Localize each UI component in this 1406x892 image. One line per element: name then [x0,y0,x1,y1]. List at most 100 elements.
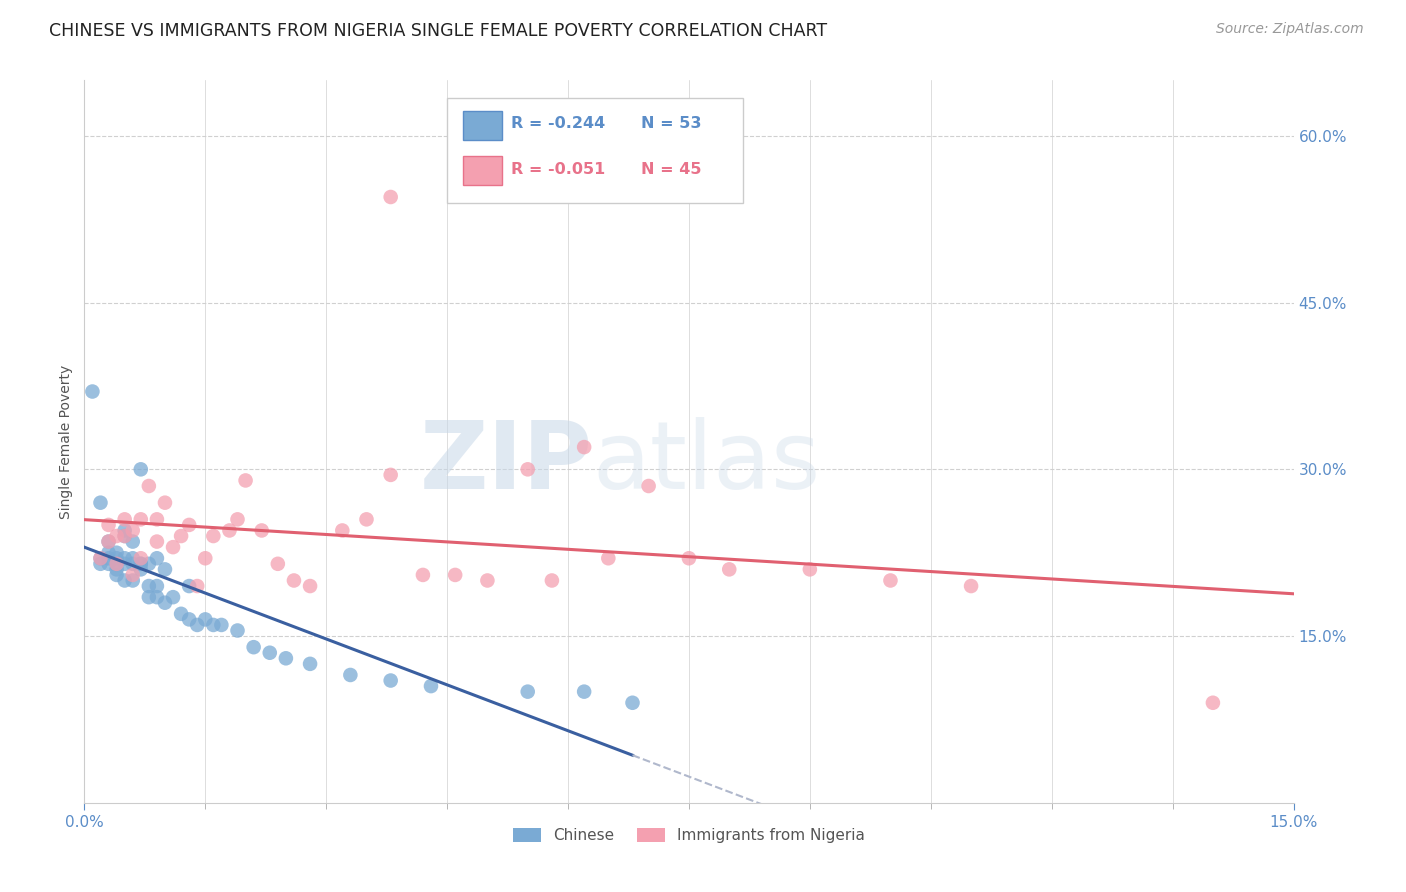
Point [170,529,193,543]
Point [153,562,176,576]
Point [330,524,353,538]
Point [89,557,111,571]
Point [121,568,143,582]
Point [879,574,901,588]
Text: N = 53: N = 53 [641,116,702,131]
Point [444,568,467,582]
Text: CHINESE VS IMMIGRANTS FROM NIGERIA SINGLE FEMALE POVERTY CORRELATION CHART: CHINESE VS IMMIGRANTS FROM NIGERIA SINGL… [49,22,827,40]
Point [114,557,136,571]
Point [299,657,322,671]
Point [186,618,208,632]
Point [412,568,434,582]
Point [146,551,169,566]
Point [105,551,128,566]
Point [105,562,128,576]
Point [299,579,322,593]
Point [121,551,143,566]
Point [121,557,143,571]
Point [129,512,152,526]
Point [202,618,225,632]
FancyBboxPatch shape [463,156,502,185]
Point [129,557,152,571]
Text: R = -0.051: R = -0.051 [512,161,606,177]
Point [226,624,249,638]
Point [97,534,120,549]
Point [97,546,120,560]
Point [267,557,290,571]
Point [226,512,249,526]
Point [146,579,169,593]
Point [138,557,160,571]
Point [114,524,136,538]
Point [718,562,741,576]
Point [97,517,120,532]
Point [572,440,595,454]
Point [121,574,143,588]
Text: R = -0.244: R = -0.244 [512,116,606,131]
Point [572,684,595,698]
Point [162,590,184,604]
Point [114,574,136,588]
Point [339,668,361,682]
Point [114,551,136,566]
FancyBboxPatch shape [463,111,502,139]
Point [209,618,232,632]
Point [516,462,538,476]
Text: ZIP: ZIP [419,417,592,509]
Point [186,579,208,593]
Point [960,579,983,593]
Point [194,551,217,566]
Point [114,529,136,543]
Point [129,462,152,476]
Point [97,551,120,566]
Point [129,557,152,571]
Point [1202,696,1225,710]
Point [97,557,120,571]
Point [420,679,443,693]
Point [105,546,128,560]
Point [380,673,402,688]
Point [153,596,176,610]
Point [194,612,217,626]
Text: N = 45: N = 45 [641,161,702,177]
Point [274,651,297,665]
Point [105,557,128,571]
Point [121,524,143,538]
Legend: Chinese, Immigrants from Nigeria: Chinese, Immigrants from Nigeria [508,822,870,849]
Point [202,529,225,543]
Point [121,534,143,549]
Point [218,524,240,538]
Point [129,562,152,576]
Point [250,524,273,538]
Text: atlas: atlas [592,417,821,509]
Point [97,534,120,549]
Point [380,467,402,482]
Point [138,579,160,593]
Point [114,529,136,543]
Point [179,517,201,532]
Point [242,640,264,655]
Point [89,551,111,566]
Point [179,612,201,626]
Point [138,590,160,604]
Point [516,684,538,698]
Point [179,579,201,593]
Point [129,551,152,566]
Point [146,512,169,526]
Point [637,479,659,493]
Point [283,574,305,588]
Point [356,512,378,526]
Point [477,574,499,588]
Point [235,474,257,488]
Point [153,496,176,510]
Point [259,646,281,660]
Point [146,590,169,604]
Text: Source: ZipAtlas.com: Source: ZipAtlas.com [1216,22,1364,37]
Point [105,557,128,571]
Point [138,479,160,493]
Point [146,534,169,549]
Point [621,696,644,710]
Y-axis label: Single Female Poverty: Single Female Poverty [59,365,73,518]
Point [82,384,104,399]
Point [799,562,821,576]
